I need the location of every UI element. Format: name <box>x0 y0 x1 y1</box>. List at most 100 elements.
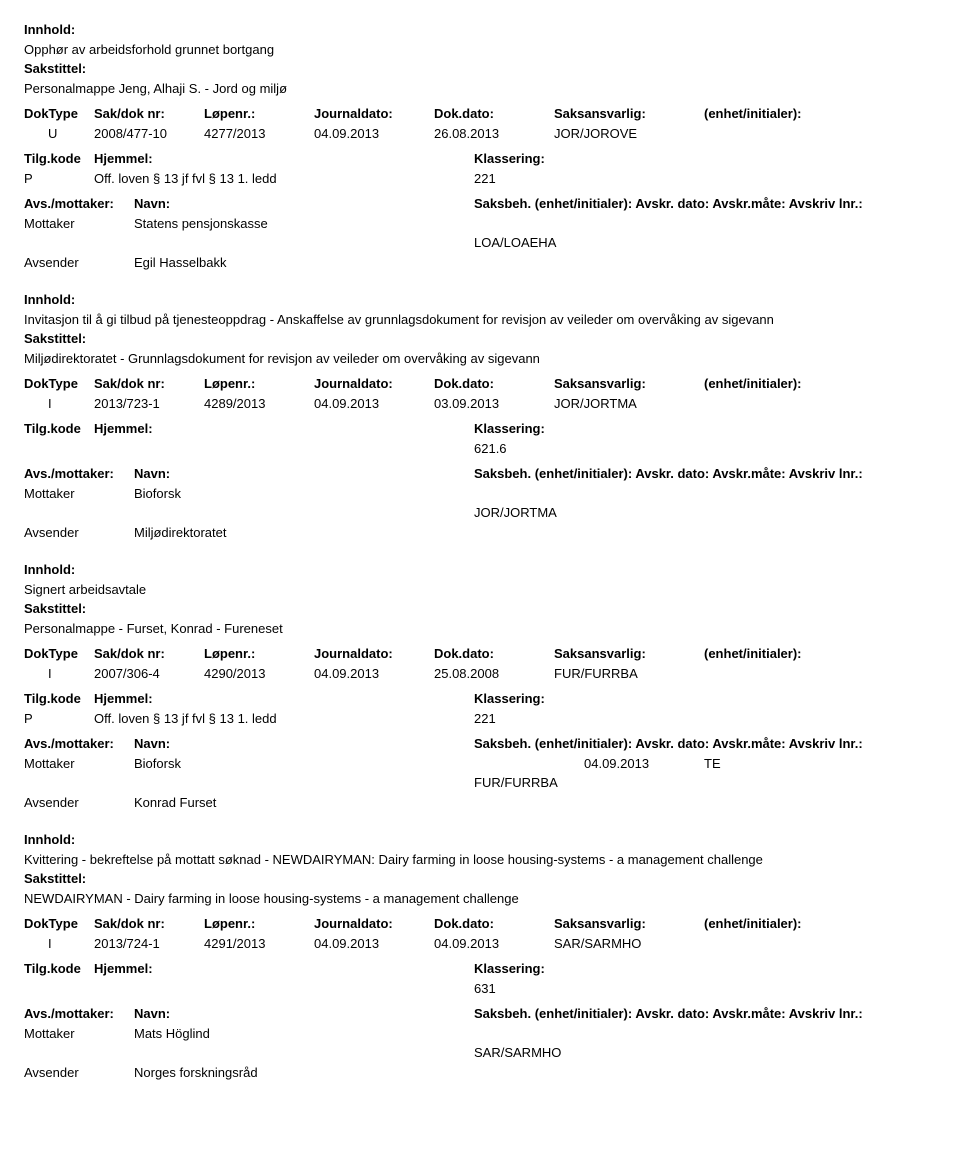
avsmottaker-header: Avs./mottaker:Navn:Saksbeh. (enhet/initi… <box>24 464 960 484</box>
val-doktype: I <box>24 664 94 684</box>
sakstittel-text: NEWDAIRYMAN - Dairy farming in loose hou… <box>24 889 960 909</box>
val-sa: SAR/SARMHO <box>554 934 704 954</box>
avsender-row: AvsenderKonrad Furset <box>24 793 960 813</box>
hdr-dd: Dok.dato: <box>434 914 554 934</box>
hdr-dd: Dok.dato: <box>434 374 554 394</box>
val-p <box>24 979 94 999</box>
tilg-row: 631 <box>24 979 960 999</box>
val-sakdok: 2013/724-1 <box>94 934 204 954</box>
val-hjemmel <box>94 439 474 459</box>
avsender-name: Miljødirektoratet <box>134 523 474 543</box>
val-p <box>24 439 94 459</box>
avsender-name: Norges forskningsråd <box>134 1063 474 1083</box>
hdr-sa: Saksansvarlig: <box>554 914 704 934</box>
val-p: P <box>24 169 94 189</box>
avsender-label: Avsender <box>24 253 134 273</box>
saksbeh-label: Saksbeh. (enhet/initialer): Avskr. dato:… <box>474 1004 960 1024</box>
saksbeh-type: TE <box>704 754 774 774</box>
tilg-row: POff. loven § 13 jf fvl § 13 1. ledd221 <box>24 709 960 729</box>
val-jd: 04.09.2013 <box>314 124 434 144</box>
avsender-label: Avsender <box>24 1063 134 1083</box>
tilg-header: Tilg.kode Hjemmel:Klassering: <box>24 959 960 979</box>
avsender-name: Konrad Furset <box>134 793 474 813</box>
avsm-label: Avs./mottaker: <box>24 734 134 754</box>
val-dd: 04.09.2013 <box>434 934 554 954</box>
val-dd: 03.09.2013 <box>434 394 554 414</box>
val-klassering: 621.6 <box>474 439 584 459</box>
val-doktype: I <box>24 394 94 414</box>
val-sa: JOR/JORTMA <box>554 394 704 414</box>
hdr-sakdok: Sak/dok nr: <box>94 644 204 664</box>
journal-entry: Innhold:Invitasjon til å gi tilbud på tj… <box>24 290 960 542</box>
doktype-header: DokTypeSak/dok nr:Løpenr.:Journaldato:Do… <box>24 644 960 664</box>
hjemmel-label: Hjemmel: <box>94 959 474 979</box>
innhold-label: Innhold: <box>24 20 960 40</box>
sakstittel-text: Personalmappe - Furset, Konrad - Furenes… <box>24 619 960 639</box>
klassering-label: Klassering: <box>474 959 584 979</box>
journal-entry: Innhold:Opphør av arbeidsforhold grunnet… <box>24 20 960 272</box>
avsmottaker-header: Avs./mottaker:Navn:Saksbeh. (enhet/initi… <box>24 194 960 214</box>
saksbeh-type <box>704 214 774 234</box>
klassering-label: Klassering: <box>474 149 584 169</box>
mottaker-row: MottakerStatens pensjonskasse <box>24 214 960 234</box>
mottaker-label: Mottaker <box>24 484 134 504</box>
val-sakdok: 2013/723-1 <box>94 394 204 414</box>
tilgkode-label: Tilg.kode <box>24 961 81 976</box>
hdr-sakdok: Sak/dok nr: <box>94 104 204 124</box>
mottaker-name: Bioforsk <box>134 484 474 504</box>
val-sakdok: 2008/477-10 <box>94 124 204 144</box>
code-row: SAR/SARMHO <box>24 1043 960 1063</box>
mottaker-name: Statens pensjonskasse <box>134 214 474 234</box>
avsm-label: Avs./mottaker: <box>24 1004 134 1024</box>
hdr-jd: Journaldato: <box>314 104 434 124</box>
code-row: FUR/FURRBA <box>24 773 960 793</box>
innhold-text: Signert arbeidsavtale <box>24 580 960 600</box>
val-hjemmel: Off. loven § 13 jf fvl § 13 1. ledd <box>94 709 474 729</box>
hdr-dd: Dok.dato: <box>434 644 554 664</box>
hdr-jd: Journaldato: <box>314 914 434 934</box>
val-sa: FUR/FURRBA <box>554 664 704 684</box>
sakstittel-label: Sakstittel: <box>24 59 960 79</box>
avsmottaker-header: Avs./mottaker:Navn:Saksbeh. (enhet/initi… <box>24 734 960 754</box>
journal-entry: Innhold:Kvittering - bekreftelse på mott… <box>24 830 960 1082</box>
val-jd: 04.09.2013 <box>314 664 434 684</box>
code-row: JOR/JORTMA <box>24 503 960 523</box>
mottaker-name: Bioforsk <box>134 754 474 774</box>
val-klassering: 221 <box>474 709 584 729</box>
sakstittel-text: Personalmappe Jeng, Alhaji S. - Jord og … <box>24 79 960 99</box>
sakstittel-label: Sakstittel: <box>24 329 960 349</box>
saksbeh-label: Saksbeh. (enhet/initialer): Avskr. dato:… <box>474 734 960 754</box>
val-hjemmel <box>94 979 474 999</box>
unit-code: SAR/SARMHO <box>474 1043 561 1063</box>
doktype-row: U2008/477-104277/201304.09.201326.08.201… <box>24 124 960 144</box>
tilg-header: Tilg.kodeHjemmel:Klassering: <box>24 689 960 709</box>
innhold-label: Innhold: <box>24 290 960 310</box>
saksbeh-type <box>704 484 774 504</box>
hdr-sa: Saksansvarlig: <box>554 104 704 124</box>
hdr-sakdok: Sak/dok nr: <box>94 914 204 934</box>
tilgkode-label: Tilg.kode <box>24 691 81 706</box>
val-lopen: 4289/2013 <box>204 394 314 414</box>
hdr-doktype: DokType <box>24 374 94 394</box>
val-klassering: 631 <box>474 979 584 999</box>
code-row: LOA/LOAEHA <box>24 233 960 253</box>
hdr-sa: Saksansvarlig: <box>554 644 704 664</box>
val-dd: 26.08.2013 <box>434 124 554 144</box>
avsender-label: Avsender <box>24 523 134 543</box>
tilgkode-label: Tilg.kode <box>24 151 81 166</box>
avsender-label: Avsender <box>24 793 134 813</box>
klassering-label: Klassering: <box>474 689 584 709</box>
val-lopen: 4290/2013 <box>204 664 314 684</box>
saksbeh-label: Saksbeh. (enhet/initialer): Avskr. dato:… <box>474 464 960 484</box>
tilgkode-label: Tilg.kode <box>24 421 81 436</box>
doktype-header: DokTypeSak/dok nr:Løpenr.:Journaldato:Do… <box>24 374 960 394</box>
tilg-row: 621.6 <box>24 439 960 459</box>
doktype-header: DokTypeSak/dok nr:Løpenr.:Journaldato:Do… <box>24 914 960 934</box>
navn-label: Navn: <box>134 464 474 484</box>
tilg-row: POff. loven § 13 jf fvl § 13 1. ledd221 <box>24 169 960 189</box>
avsm-label: Avs./mottaker: <box>24 464 134 484</box>
tilg-header: Tilg.kodeHjemmel:Klassering: <box>24 149 960 169</box>
navn-label: Navn: <box>134 734 474 754</box>
hdr-doktype: DokType <box>24 104 94 124</box>
val-sakdok: 2007/306-4 <box>94 664 204 684</box>
